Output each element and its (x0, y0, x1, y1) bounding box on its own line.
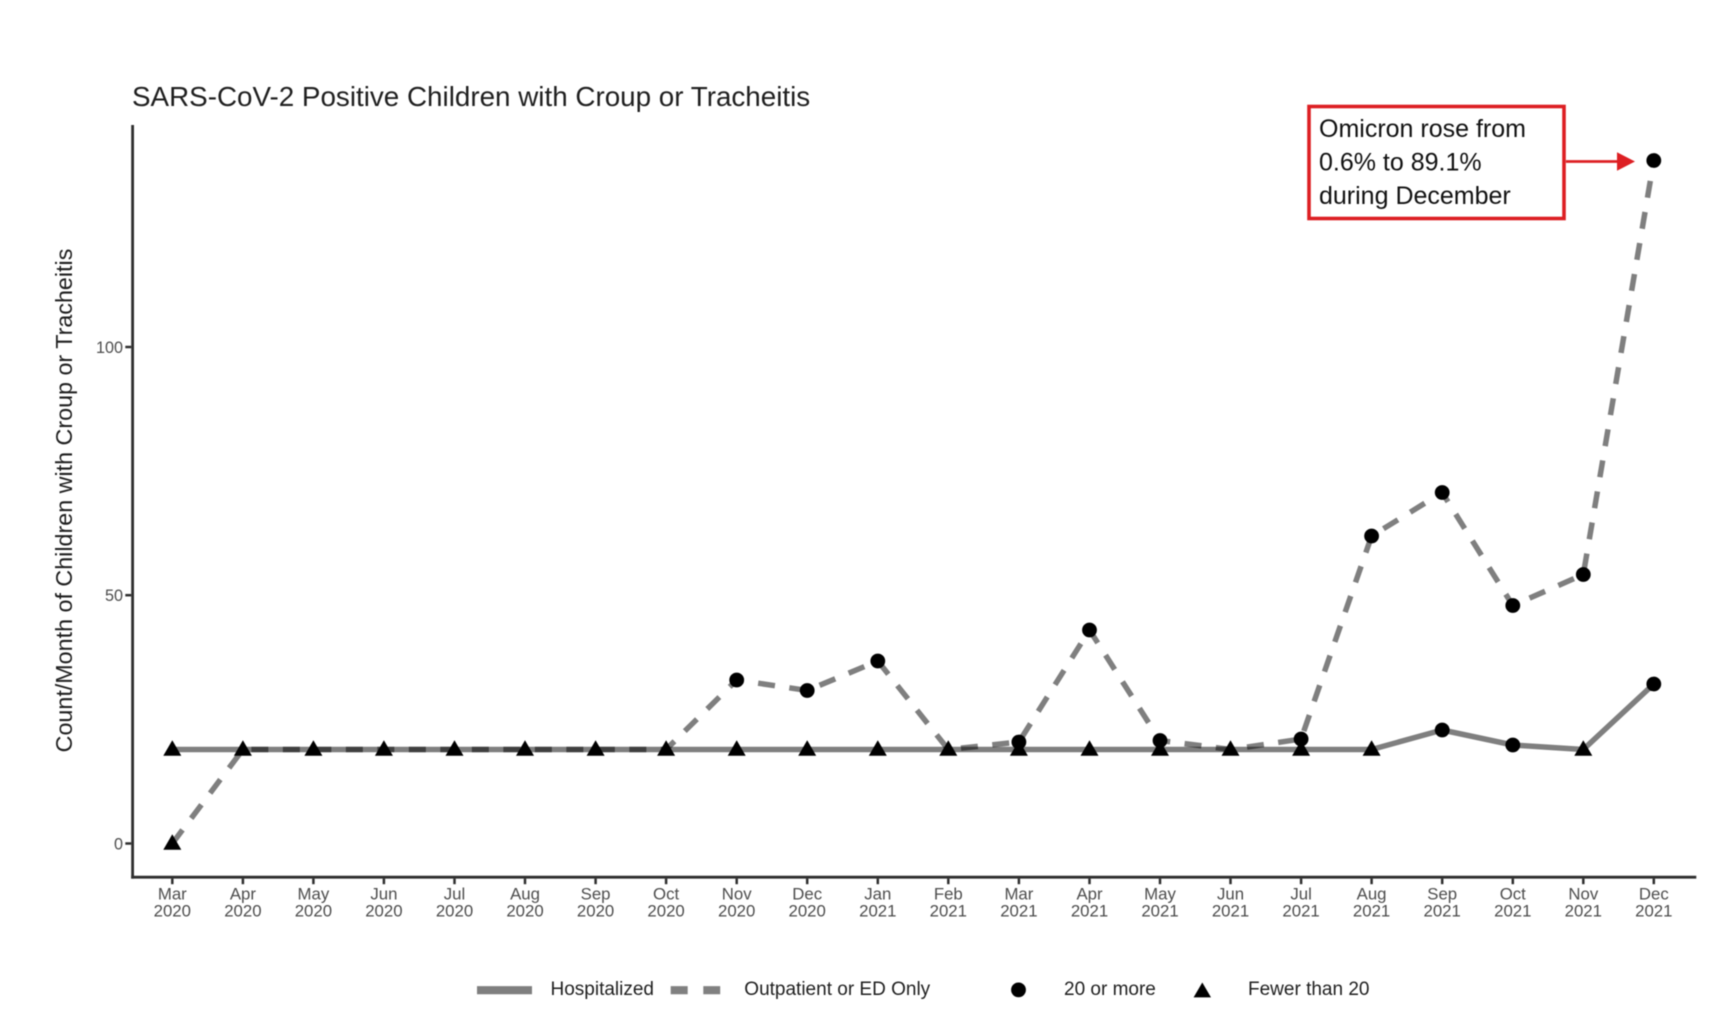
svg-text:0: 0 (114, 835, 123, 853)
svg-text:Oct: Oct (653, 884, 679, 903)
svg-text:Outpatient or ED Only: Outpatient or ED Only (744, 979, 930, 1000)
svg-text:Nov: Nov (1568, 884, 1598, 903)
svg-text:2020: 2020 (224, 901, 261, 920)
svg-text:Apr: Apr (230, 884, 257, 903)
svg-text:Sep: Sep (581, 884, 611, 903)
svg-text:2021: 2021 (1071, 901, 1108, 920)
svg-text:SARS-CoV-2 Positive Children w: SARS-CoV-2 Positive Children with Croup … (132, 81, 810, 112)
svg-text:2020: 2020 (506, 901, 543, 920)
svg-text:Fewer than 20: Fewer than 20 (1248, 979, 1369, 1000)
svg-text:2021: 2021 (859, 901, 896, 920)
svg-text:Dec: Dec (1639, 884, 1669, 903)
svg-text:Mar: Mar (1004, 884, 1033, 903)
svg-text:2020: 2020 (436, 901, 473, 920)
svg-text:2020: 2020 (154, 901, 191, 920)
svg-text:Jul: Jul (1290, 884, 1311, 903)
svg-text:Jul: Jul (444, 884, 465, 903)
svg-text:Jan: Jan (864, 884, 891, 903)
svg-text:Aug: Aug (1357, 884, 1387, 903)
svg-text:Mar: Mar (158, 884, 187, 903)
svg-text:2020: 2020 (789, 901, 826, 920)
svg-text:Feb: Feb (934, 884, 963, 903)
svg-text:2021: 2021 (1000, 901, 1037, 920)
svg-text:Jun: Jun (1217, 884, 1244, 903)
svg-text:Apr: Apr (1076, 884, 1103, 903)
svg-text:2020: 2020 (647, 901, 684, 920)
svg-text:2021: 2021 (1353, 901, 1390, 920)
svg-text:2020: 2020 (718, 901, 755, 920)
svg-text:Hospitalized: Hospitalized (551, 979, 655, 1000)
svg-text:2021: 2021 (1494, 901, 1531, 920)
svg-text:2020: 2020 (365, 901, 402, 920)
svg-text:100: 100 (96, 339, 123, 357)
svg-text:2021: 2021 (1635, 901, 1672, 920)
svg-text:2020: 2020 (577, 901, 614, 920)
svg-text:during December: during December (1319, 182, 1511, 210)
svg-text:Oct: Oct (1500, 884, 1526, 903)
svg-text:2021: 2021 (1282, 901, 1319, 920)
svg-text:2021: 2021 (1212, 901, 1249, 920)
svg-text:Omicron rose from: Omicron rose from (1319, 115, 1526, 143)
svg-text:2021: 2021 (1565, 901, 1602, 920)
svg-text:2021: 2021 (1424, 901, 1461, 920)
svg-text:Count/Month of Children with C: Count/Month of Children with Croup or Tr… (51, 249, 77, 753)
svg-text:Jun: Jun (370, 884, 397, 903)
svg-text:50: 50 (105, 587, 123, 605)
svg-text:May: May (1144, 884, 1176, 903)
svg-text:Sep: Sep (1427, 884, 1457, 903)
svg-text:Nov: Nov (722, 884, 752, 903)
svg-text:2021: 2021 (930, 901, 967, 920)
svg-text:Dec: Dec (792, 884, 822, 903)
svg-text:2020: 2020 (295, 901, 332, 920)
svg-text:20 or more: 20 or more (1064, 979, 1156, 1000)
svg-text:Aug: Aug (510, 884, 540, 903)
svg-text:May: May (298, 884, 330, 903)
svg-text:2021: 2021 (1141, 901, 1178, 920)
svg-text:0.6% to 89.1%: 0.6% to 89.1% (1319, 149, 1482, 177)
